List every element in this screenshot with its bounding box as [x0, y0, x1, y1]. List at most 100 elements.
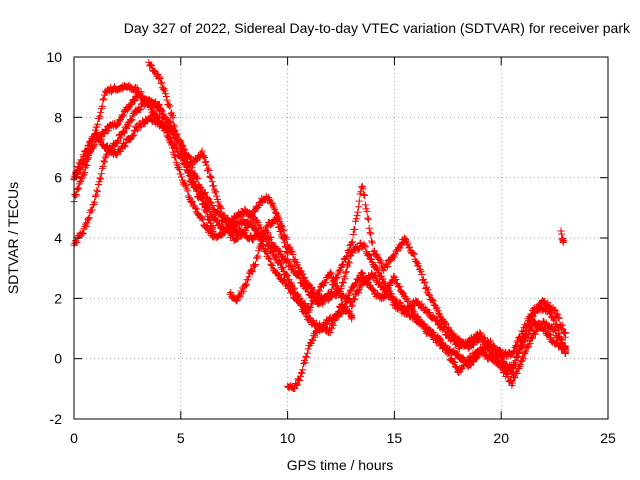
data-point [468, 355, 476, 363]
data-point [522, 323, 530, 331]
data-point [220, 229, 228, 237]
data-point [249, 222, 257, 230]
data-point [354, 276, 362, 284]
data-point [261, 226, 269, 234]
data-point [335, 266, 343, 274]
data-point [127, 100, 135, 108]
data-point [204, 165, 212, 173]
data-point [339, 278, 347, 286]
data-point [265, 254, 273, 262]
data-point [266, 255, 274, 263]
data-point [316, 287, 324, 295]
data-point [249, 236, 257, 244]
data-point [74, 185, 82, 193]
data-point [171, 127, 179, 135]
data-point [81, 168, 89, 176]
data-point [429, 296, 437, 304]
axis-ticks [73, 56, 609, 420]
data-point [348, 238, 356, 246]
data-point [71, 173, 79, 181]
data-point [291, 384, 299, 392]
data-point [358, 183, 366, 191]
data-point [154, 113, 162, 121]
data-point [558, 321, 566, 329]
data-point [301, 359, 309, 367]
data-point [390, 253, 398, 261]
data-point [284, 272, 292, 280]
data-point [121, 142, 129, 150]
data-point [207, 172, 215, 180]
data-point [104, 127, 112, 135]
data-point [254, 252, 262, 260]
y-tick-label: 2 [54, 290, 62, 306]
data-point [293, 381, 301, 389]
data-point [202, 208, 210, 216]
data-point [203, 161, 211, 169]
data-point [357, 239, 365, 247]
data-point [204, 212, 211, 220]
data-point [512, 356, 520, 364]
data-point [73, 238, 81, 246]
data-point [203, 207, 211, 215]
series-trace-e [145, 58, 217, 235]
data-point [157, 120, 165, 128]
data-point [227, 288, 235, 296]
data-point [404, 297, 412, 305]
data-point [289, 251, 297, 259]
data-point [267, 260, 275, 268]
data-point [393, 247, 401, 255]
data-point [525, 330, 533, 338]
data-point [73, 166, 81, 174]
data-point [277, 228, 285, 236]
data-point [269, 265, 277, 273]
data-point [368, 237, 376, 245]
data-point [513, 369, 521, 377]
data-point [84, 151, 92, 159]
data-point [172, 130, 180, 138]
data-point [406, 243, 414, 251]
data-point [175, 137, 183, 145]
data-point [270, 204, 278, 212]
data-point [73, 186, 81, 194]
data-point [348, 302, 356, 310]
data-point [349, 230, 357, 238]
data-point [214, 198, 222, 206]
data-point [107, 88, 115, 96]
data-point [388, 295, 396, 303]
data-point [366, 229, 374, 237]
chart-title: Day 327 of 2022, Sidereal Day-to-day VTE… [124, 20, 631, 36]
data-point [424, 286, 432, 294]
y-tick-label: 6 [54, 170, 62, 186]
data-point [354, 208, 362, 216]
data-point [84, 215, 92, 223]
data-point [504, 373, 512, 381]
data-point [383, 261, 391, 269]
data-point [187, 198, 195, 206]
data-point [252, 260, 260, 268]
data-point [78, 158, 86, 166]
series-fragment-c [557, 227, 567, 247]
data-point [191, 169, 199, 177]
data-point [526, 327, 534, 335]
data-point [520, 337, 528, 345]
data-point [445, 349, 453, 357]
data-point [410, 250, 418, 258]
data-point [528, 335, 536, 343]
data-point [296, 273, 304, 281]
data-point [93, 186, 101, 194]
data-point [316, 320, 324, 328]
data-point [188, 197, 196, 205]
data-point [200, 153, 208, 161]
data-point [344, 247, 352, 255]
data-point [201, 188, 209, 196]
data-point [83, 219, 91, 227]
data-point [80, 152, 88, 160]
data-point [202, 158, 210, 166]
data-point [88, 206, 96, 214]
data-point [252, 225, 260, 233]
data-point [170, 121, 178, 129]
data-point [97, 108, 105, 116]
data-point [216, 203, 224, 211]
data-point [251, 262, 259, 270]
data-point [350, 295, 358, 303]
